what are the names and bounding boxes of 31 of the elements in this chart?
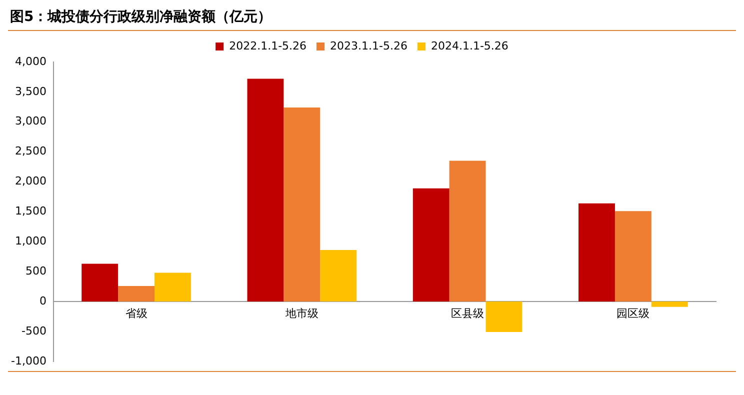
legend-label: 2024.1.1-5.26 [430,39,508,52]
y-tick-label: 1,500 [14,204,46,218]
y-tick-label: 3,500 [14,84,46,98]
bar [449,160,486,302]
y-tick-label: -1,000 [10,354,46,368]
x-tick-label: 地市级 [284,306,318,320]
y-tick-label: 2,500 [14,144,46,158]
bar [320,250,357,302]
y-tick-label: 500 [25,264,46,278]
legend-label: 2022.1.1-5.26 [229,39,307,52]
y-tick-label: 1,000 [14,234,46,248]
x-tick-label: 园区级 [616,306,650,320]
bar [486,302,522,332]
y-tick-label: 3,000 [14,114,46,128]
y-tick-label: 0 [39,294,46,308]
bar [154,272,191,302]
y-tick-label: -500 [21,324,46,338]
x-tick-label: 省级 [125,306,148,320]
bar [247,78,284,302]
x-tick-label: 区县级 [451,306,484,320]
bar [118,286,154,302]
bar [412,188,450,302]
bar [284,108,320,302]
bar [614,211,652,302]
chart-title: 图5：城投债分行政级别净融资额（亿元） [8,8,736,31]
legend-label: 2023.1.1-5.26 [330,39,408,52]
y-tick-label: 4,000 [14,54,46,68]
bar [578,203,615,302]
bar [82,264,118,302]
y-tick-label: 2,000 [14,174,46,188]
bar [651,302,688,307]
